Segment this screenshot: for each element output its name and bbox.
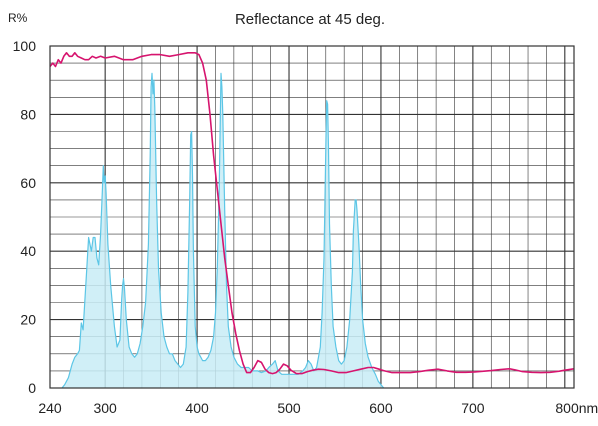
x-tick-label: 400	[185, 400, 209, 416]
emission-area-fill	[62, 73, 384, 389]
x-tick-label: 500	[277, 400, 301, 416]
y-tick-label: 100	[13, 38, 37, 54]
reflectance-line	[49, 51, 575, 375]
x-tick-label: 800nm	[555, 400, 598, 416]
y-tick-labels: 0 20 40 60 80 100	[13, 38, 37, 396]
emission-spectrum-line	[61, 72, 385, 389]
x-tick-label: 700	[461, 400, 485, 416]
y-tick-label: 20	[20, 312, 36, 328]
x-tick-label: 240	[38, 400, 62, 416]
plot-border	[49, 45, 575, 389]
y-tick-label: 40	[20, 243, 36, 259]
x-tick-labels: 240 300 400 500 600 700 800nm	[38, 400, 598, 416]
y-axis-label: R%	[8, 11, 28, 25]
chart-title: Reflectance at 45 deg.	[235, 11, 385, 28]
y-tick-label: 80	[20, 106, 36, 122]
reflectance-line-layer	[49, 51, 575, 375]
y-tick-label: 60	[20, 175, 36, 191]
plot-frame	[49, 45, 575, 389]
y-tick-label: 0	[28, 380, 36, 396]
x-tick-label: 300	[93, 400, 117, 416]
x-tick-label: 600	[369, 400, 393, 416]
emission-area-layer	[61, 72, 385, 389]
